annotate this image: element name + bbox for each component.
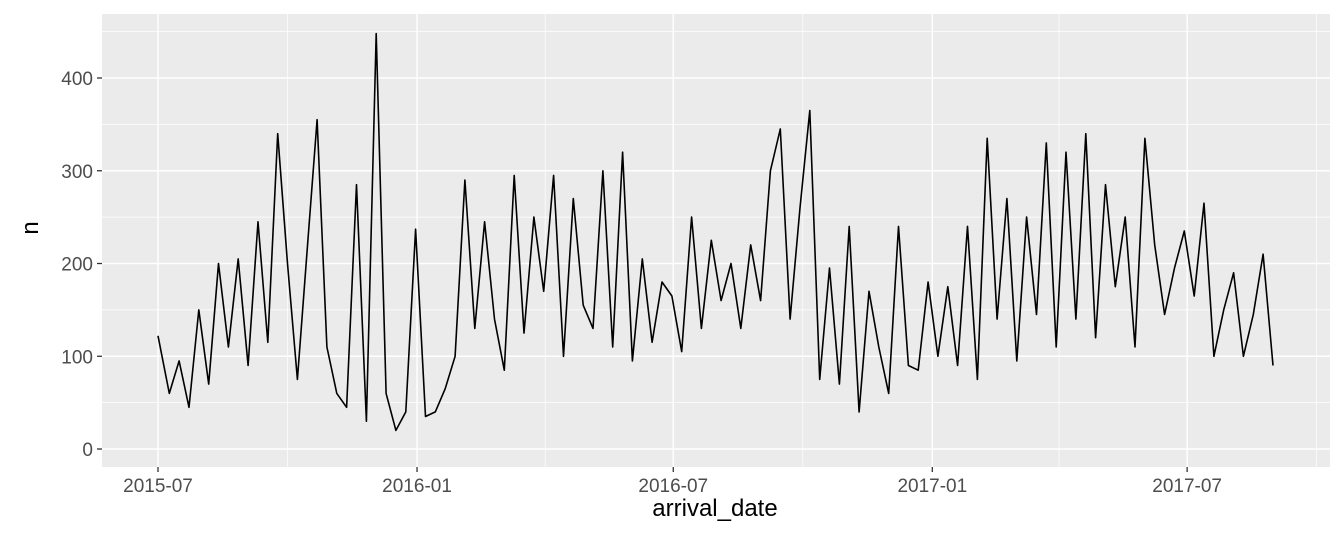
x-tick-label: 2017-01 [897, 476, 967, 497]
y-axis-tick-labels: 0 100 200 300 400 [61, 69, 93, 461]
axis-ticks [97, 77, 1188, 472]
x-tick-label: 2015-07 [123, 476, 193, 497]
plot-panel [102, 14, 1330, 467]
y-tick-label: 100 [61, 347, 93, 368]
y-tick-label: 400 [61, 69, 93, 90]
x-axis-title: arrival_date [652, 495, 777, 522]
y-tick-label: 200 [61, 255, 93, 276]
x-tick-label: 2016-01 [382, 476, 452, 497]
series-line [157, 32, 1274, 432]
y-tick-label: 300 [61, 162, 93, 183]
y-tick-label: 0 [82, 440, 93, 461]
x-axis-tick-labels: 2015-07 2016-01 2016-07 2017-01 2017-07 [123, 476, 1222, 497]
x-tick-label: 2017-07 [1152, 476, 1222, 497]
x-tick-label: 2016-07 [638, 476, 708, 497]
y-axis-title: n [17, 221, 44, 234]
minor-gridlines [102, 14, 1330, 467]
